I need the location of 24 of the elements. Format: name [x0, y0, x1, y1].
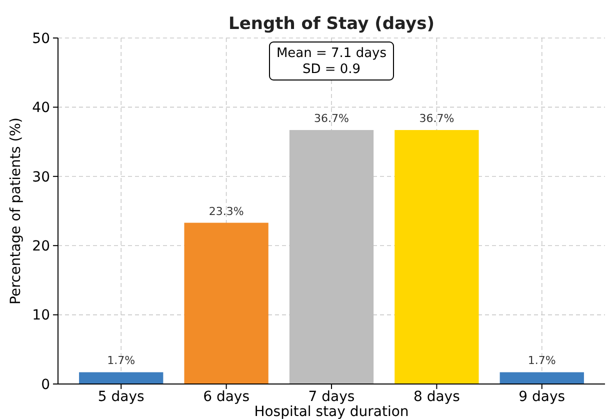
- data-label: 23.3%: [208, 204, 244, 218]
- bar: [79, 372, 164, 384]
- annotation: Mean = 7.1 days SD = 0.9: [276, 46, 387, 77]
- x-tick-label: 6 days: [203, 389, 250, 405]
- y-tick-label: 50: [32, 30, 50, 47]
- x-tick-label: 8 days: [413, 389, 460, 405]
- bar: [394, 130, 479, 384]
- y-tick-label: 20: [32, 238, 50, 254]
- y-axis-title: Percentage of patients (%): [8, 118, 24, 304]
- x-axis-title: Hospital stay duration: [254, 404, 409, 419]
- y-tick-label: 30: [32, 169, 50, 186]
- x-tick-label: 9 days: [518, 389, 566, 405]
- x-tick-label: 7 days: [308, 389, 355, 405]
- x-tick-label: 5 days: [98, 389, 144, 405]
- data-label: 1.7%: [528, 354, 556, 368]
- data-label: 36.7%: [314, 112, 349, 126]
- data-label: 1.7%: [107, 354, 136, 368]
- y-tick-label: 40: [32, 100, 50, 116]
- chart-title: Length of Stay (days): [228, 14, 434, 34]
- bar: [500, 372, 584, 384]
- bar: [184, 222, 268, 384]
- y-tick-label: 10: [32, 308, 50, 324]
- y-tick-label: 0: [41, 376, 50, 393]
- data-label: 36.7%: [419, 112, 454, 126]
